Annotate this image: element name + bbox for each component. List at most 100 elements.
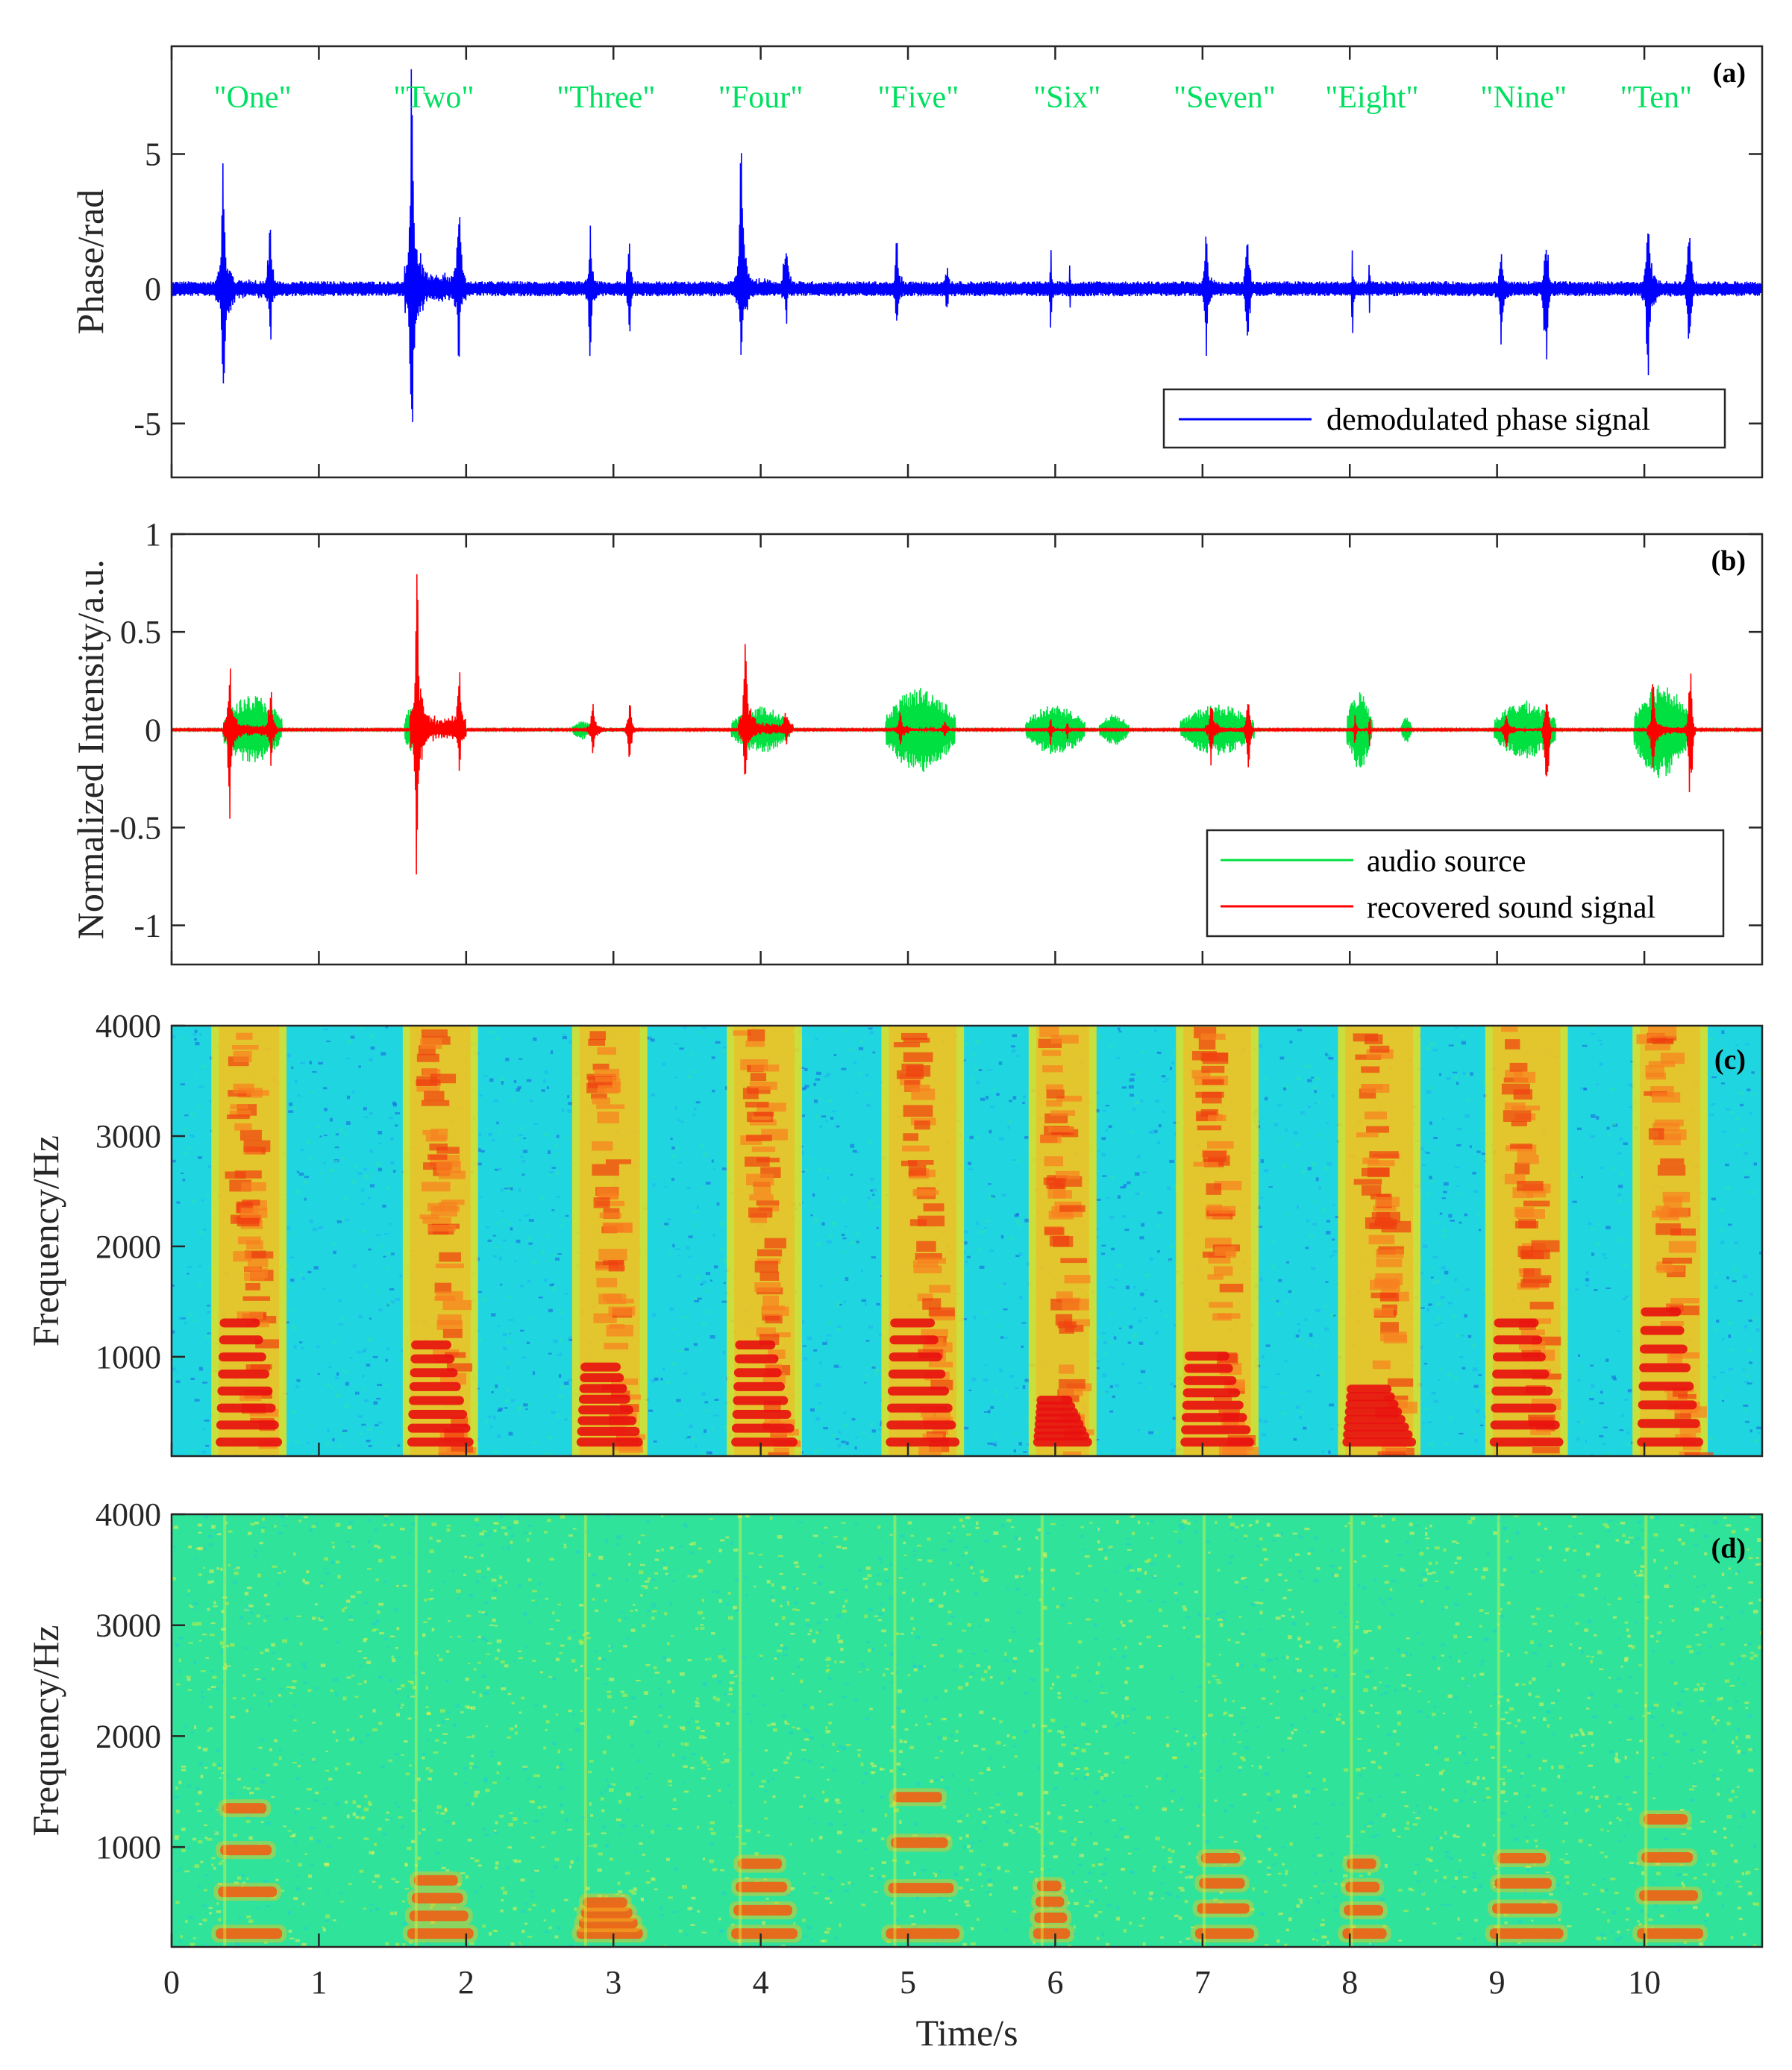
panel-b: 1 0.5 0 -0.5 -1 Normalized Intensity/a.u. (b) a… [69,516,1764,966]
harmonic-band [889,1352,942,1362]
panel-tag: (d) [1711,1533,1746,1564]
word-energy [1485,1514,1568,1947]
harmonic-band [1183,1376,1237,1385]
spectrogram-background [172,1514,1762,1947]
harmonic-band [578,1918,638,1929]
word-energy [402,1514,478,1947]
harmonic-band [408,1410,468,1420]
y-tick-label: -0.5 [109,809,161,846]
x-tick-label: 8 [1341,1964,1358,2001]
panel-d: 4000 3000 2000 1000 0 1 2 3 4 5 6 7 8 9 10 Frequency/Hz… [25,1496,1764,2054]
harmonic-band [1033,1928,1071,1939]
harmonic-band [1344,1904,1383,1916]
harmonic-band [217,1386,273,1396]
harmonic-band [409,1381,461,1391]
harmonic-band [1182,1400,1244,1410]
legend: demodulated phase signal [1162,388,1726,449]
harmonic-band [1639,1363,1691,1373]
y-tick-label: 4000 [95,1008,161,1044]
harmonic-band [1490,1420,1560,1430]
legend: audio source recovered sound signal [1206,829,1725,938]
harmonic-band [888,1369,946,1379]
word-annotation: "One" [213,81,291,115]
harmonic-band [1181,1413,1247,1423]
harmonic-band [1639,1890,1699,1901]
spectrogram-image [172,1026,1762,1456]
harmonic-band [890,1318,936,1328]
harmonic-band [216,1403,276,1413]
word-energy [1028,1514,1075,1947]
y-tick-label: 1000 [95,1339,161,1376]
legend-label: recovered sound signal [1367,891,1655,925]
x-tick-label: 10 [1628,1964,1661,2001]
word-energy [571,1026,648,1456]
harmonic-band [1644,1813,1688,1825]
harmonic-band [1493,1335,1543,1345]
harmonic-band [220,1845,272,1856]
y-axis-label: Frequency/Hz [25,1625,66,1836]
word-energy [211,1514,287,1947]
harmonic-band [1346,1392,1395,1402]
x-tick-label: 7 [1194,1964,1211,2001]
harmonic-band [409,1910,469,1922]
word-energy [571,1514,648,1947]
harmonic-band [1640,1326,1685,1335]
harmonic-band [1492,1369,1550,1379]
y-tick-label: 5 [145,137,161,173]
word-energy [1338,1514,1391,1947]
harmonic-band [1497,1853,1547,1864]
axes-frame [170,1024,1764,1458]
harmonic-band [733,1904,792,1916]
harmonic-band [413,1875,458,1886]
harmonic-band [733,1396,789,1405]
harmonic-band [1342,1928,1387,1939]
word-annotation: "Five" [877,81,959,115]
panel-c: 4000 3000 2000 1000 Frequency/Hz (c) [25,1008,1764,1458]
harmonic-band [1494,1878,1552,1889]
harmonic-band [577,1416,637,1426]
y-axis-label: Frequency/Hz [25,1135,66,1346]
word-annotation: "Four" [718,81,803,115]
word-energy [1028,1026,1097,1456]
y-axis-label: Phase/rad [69,189,111,334]
harmonic-band [219,1335,263,1345]
harmonic-band [1036,1896,1065,1907]
harmonic-band [579,1384,627,1393]
harmonic-band [576,1928,643,1939]
harmonic-band [732,1410,792,1420]
harmonic-band [1638,1381,1694,1391]
harmonic-band [1489,1437,1564,1447]
panel-tag: (c) [1714,1044,1746,1076]
x-tick-label: 9 [1489,1964,1506,2001]
harmonic-band [734,1354,779,1364]
word-energy [1632,1026,1714,1456]
series-demodulated-phase [171,69,1763,422]
harmonic-band [1200,1853,1241,1864]
harmonic-band [1344,1414,1406,1424]
word-annotation: "Eight" [1325,81,1418,115]
harmonic-band [1492,1352,1546,1362]
y-tick-label: 4000 [95,1496,161,1533]
harmonic-band [411,1892,463,1904]
panel-a: 5 0 -5 Phase/rad (a) "One" "Two" "Three" "Four" "… [69,45,1764,479]
harmonic-band [886,1420,956,1430]
harmonic-band [891,1837,948,1848]
axes-frame [170,533,1764,966]
harmonic-band [1641,1307,1682,1317]
harmonic-band [1034,1912,1068,1923]
word-energy [402,1026,478,1456]
x-tick-label: 0 [163,1964,180,2001]
word-energy [727,1026,802,1456]
harmonic-band [1345,1399,1399,1409]
word-annotation: "Six" [1033,81,1100,115]
series-recovered-sound [171,574,1763,875]
word-annotation: "Seven" [1174,81,1276,115]
harmonic-band [1638,1400,1697,1410]
y-tick-label: 2000 [95,1718,161,1754]
harmonic-band [887,1403,953,1413]
harmonic-band [1180,1437,1254,1447]
harmonic-band [1036,1881,1062,1892]
harmonic-band [1639,1344,1688,1354]
x-tick-label: 5 [900,1964,916,2001]
